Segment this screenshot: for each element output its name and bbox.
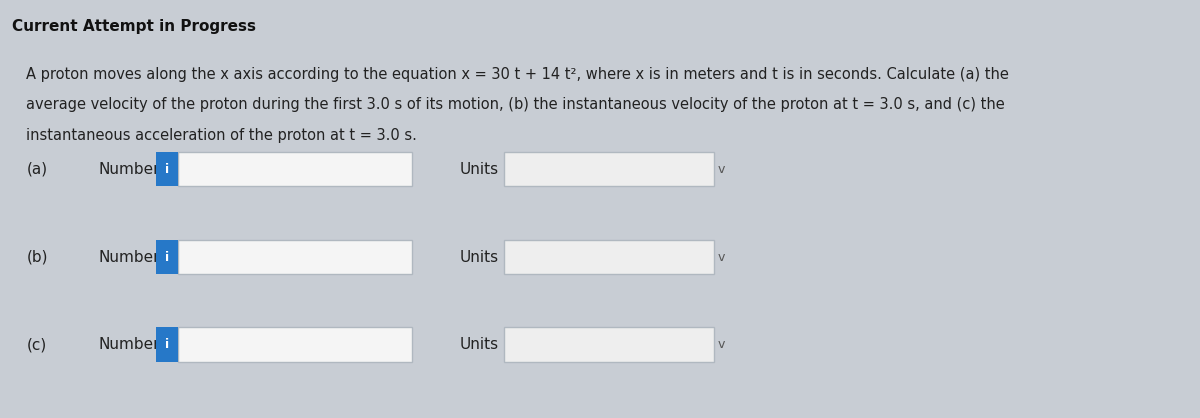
Text: average velocity of the proton during the first 3.0 s of its motion, (b) the ins: average velocity of the proton during th… <box>26 97 1006 112</box>
Text: Units: Units <box>460 337 499 352</box>
Text: Number: Number <box>98 250 160 265</box>
Text: Number: Number <box>98 162 160 177</box>
Text: i: i <box>164 163 169 176</box>
FancyBboxPatch shape <box>156 327 178 362</box>
Text: Units: Units <box>460 162 499 177</box>
Text: v: v <box>718 250 725 264</box>
Text: i: i <box>164 250 169 264</box>
FancyBboxPatch shape <box>178 152 412 186</box>
FancyBboxPatch shape <box>504 152 714 186</box>
Text: Units: Units <box>460 250 499 265</box>
Text: (b): (b) <box>26 250 48 265</box>
Text: Number: Number <box>98 337 160 352</box>
FancyBboxPatch shape <box>504 240 714 274</box>
FancyBboxPatch shape <box>178 327 412 362</box>
Text: i: i <box>164 338 169 352</box>
Text: Current Attempt in Progress: Current Attempt in Progress <box>12 19 256 34</box>
Text: v: v <box>718 163 725 176</box>
FancyBboxPatch shape <box>156 240 178 274</box>
Text: v: v <box>718 338 725 352</box>
Text: instantaneous acceleration of the proton at t = 3.0 s.: instantaneous acceleration of the proton… <box>26 128 418 143</box>
FancyBboxPatch shape <box>504 327 714 362</box>
FancyBboxPatch shape <box>156 152 178 186</box>
Text: (c): (c) <box>26 337 47 352</box>
Text: A proton moves along the x axis according to the equation x = 30 t + 14 t², wher: A proton moves along the x axis accordin… <box>26 67 1009 82</box>
FancyBboxPatch shape <box>178 240 412 274</box>
Text: (a): (a) <box>26 162 48 177</box>
